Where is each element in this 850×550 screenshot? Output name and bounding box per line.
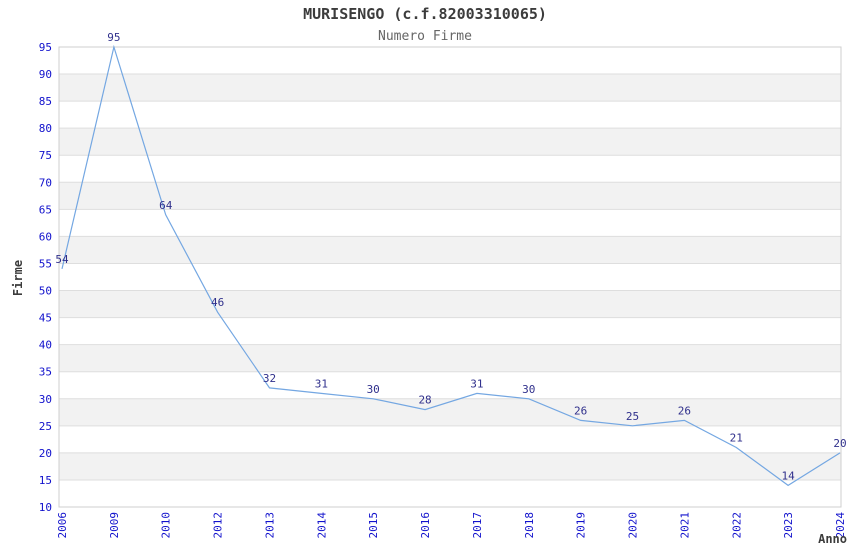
data-label: 64 bbox=[159, 199, 173, 212]
x-tick-label: 2023 bbox=[782, 512, 795, 539]
y-tick-label: 70 bbox=[39, 176, 52, 189]
x-tick-label: 2009 bbox=[108, 512, 121, 539]
y-axis-title: Firme bbox=[11, 260, 25, 296]
x-tick-label: 2012 bbox=[212, 512, 225, 539]
y-tick-label: 75 bbox=[39, 149, 52, 162]
x-tick-label: 2019 bbox=[575, 512, 588, 539]
data-label: 95 bbox=[107, 31, 120, 44]
y-tick-label: 85 bbox=[39, 95, 52, 108]
y-tick-label: 10 bbox=[39, 501, 52, 514]
x-tick-label: 2013 bbox=[263, 512, 276, 539]
grid-band bbox=[59, 236, 841, 264]
x-tick-label: 2021 bbox=[678, 512, 691, 539]
chart-subtitle: Numero Firme bbox=[378, 29, 472, 44]
grid-band bbox=[59, 74, 841, 102]
x-tick-label: 2006 bbox=[56, 512, 69, 539]
data-label: 21 bbox=[730, 431, 743, 444]
y-tick-label: 55 bbox=[39, 257, 52, 270]
grid-band bbox=[59, 128, 841, 156]
grid-band bbox=[59, 452, 841, 480]
data-label: 31 bbox=[470, 377, 483, 390]
y-tick-label: 60 bbox=[39, 230, 52, 243]
grid-band bbox=[59, 344, 841, 372]
data-point-labels: 54 95 64 46 32 31 30 28 31 30 26 25 26 21 14 20 bbox=[55, 31, 846, 482]
x-tick-label: 2016 bbox=[419, 512, 432, 539]
data-label: 30 bbox=[522, 383, 535, 396]
y-tick-label: 25 bbox=[39, 420, 52, 433]
data-label: 30 bbox=[367, 383, 380, 396]
data-label: 32 bbox=[263, 372, 276, 385]
x-tick-label: 2018 bbox=[523, 512, 536, 539]
y-tick-label: 65 bbox=[39, 203, 52, 216]
data-label: 54 bbox=[55, 253, 69, 266]
x-axis-tick-labels: 2006 2009 2010 2012 2013 2014 2015 2016 2017 2018… bbox=[56, 512, 847, 539]
x-tick-label: 2014 bbox=[315, 512, 328, 539]
x-tick-label: 2017 bbox=[471, 512, 484, 539]
grid-band bbox=[59, 182, 841, 210]
gridlines bbox=[59, 46, 841, 508]
y-tick-label: 30 bbox=[39, 393, 52, 406]
data-label: 26 bbox=[678, 404, 691, 417]
data-label: 28 bbox=[418, 394, 431, 407]
x-tick-label: 2010 bbox=[160, 512, 173, 539]
y-tick-label: 45 bbox=[39, 312, 52, 325]
data-label: 26 bbox=[574, 404, 587, 417]
data-label: 20 bbox=[833, 437, 846, 450]
x-tick-label: 2024 bbox=[834, 512, 847, 539]
x-tick-label: 2015 bbox=[367, 512, 380, 539]
series-line bbox=[61, 44, 841, 487]
y-tick-label: 35 bbox=[39, 366, 52, 379]
y-tick-label: 50 bbox=[39, 285, 52, 298]
y-tick-label: 90 bbox=[39, 68, 52, 81]
y-axis-tick-labels: 10 15 20 25 30 35 40 45 50 55 60 65 70 75 80 85 90 95 bbox=[39, 41, 52, 514]
data-label: 31 bbox=[315, 377, 328, 390]
grid-bands bbox=[59, 74, 841, 480]
y-tick-label: 40 bbox=[39, 339, 52, 352]
y-tick-label: 95 bbox=[39, 41, 52, 54]
y-tick-label: 20 bbox=[39, 447, 52, 460]
y-tick-label: 80 bbox=[39, 122, 52, 135]
x-tick-label: 2020 bbox=[627, 512, 640, 539]
grid-band bbox=[59, 398, 841, 426]
data-label: 14 bbox=[782, 469, 796, 482]
x-tick-label: 2022 bbox=[730, 512, 743, 539]
plot-border bbox=[58, 46, 842, 508]
chart-title: MURISENGO (c.f.82003310065) bbox=[303, 5, 547, 23]
grid-band bbox=[59, 290, 841, 318]
data-label: 46 bbox=[211, 296, 224, 309]
data-label: 25 bbox=[626, 410, 639, 423]
x-axis-title: Anno bbox=[818, 532, 847, 546]
y-tick-label: 15 bbox=[39, 474, 52, 487]
